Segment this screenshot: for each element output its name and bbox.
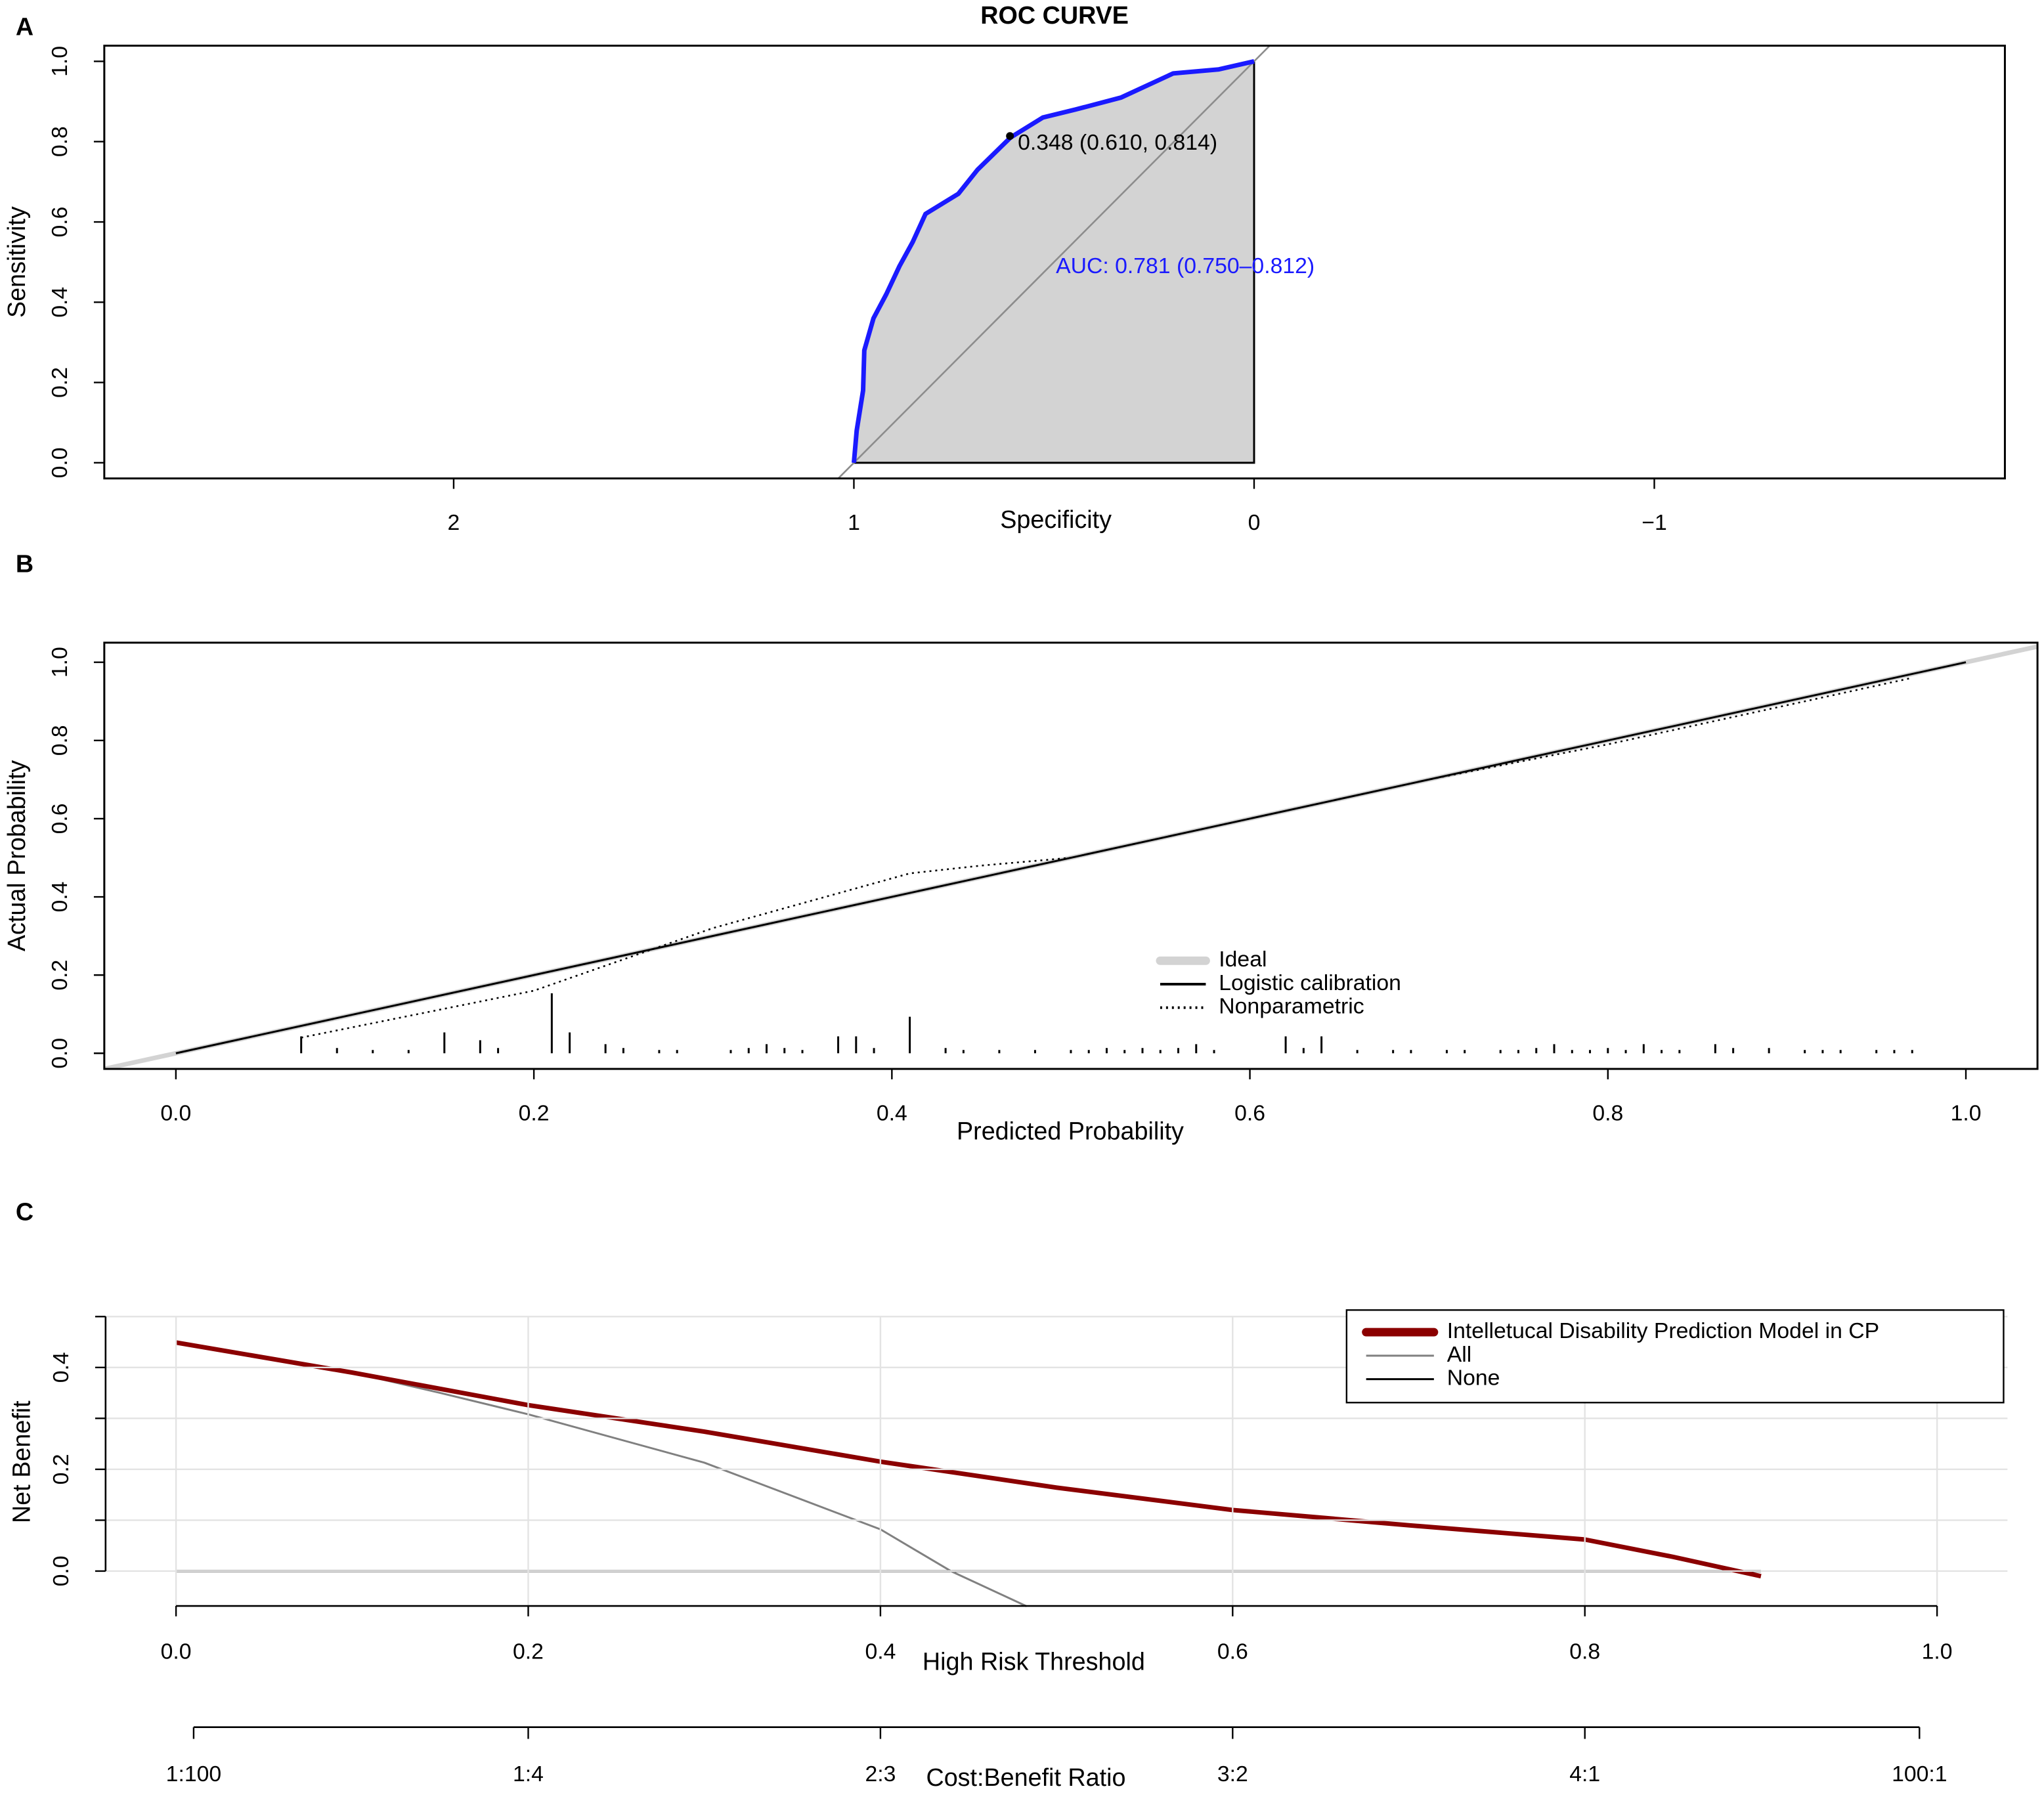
- legend-box: [1345, 1309, 2005, 1404]
- x-tick-label: 0.4: [865, 1639, 896, 1664]
- y-tick-label: 0.8: [47, 725, 72, 756]
- legend-label: None: [1447, 1366, 1500, 1391]
- y-tick-label: 0.8: [47, 126, 72, 157]
- y-tick-label: 1.0: [47, 46, 72, 77]
- legend-label: Nonparametric: [1219, 994, 1364, 1019]
- plot-frame: [103, 45, 2006, 480]
- x-tick-label: 0.4: [877, 1100, 907, 1125]
- plot-area: [104, 644, 2038, 1070]
- panel-label: B: [16, 550, 33, 578]
- x-tick-label: −1: [1642, 510, 1666, 535]
- x2-tick-label: 2:3: [865, 1762, 896, 1786]
- diagonal: [837, 45, 1271, 479]
- cutoff-point: [1006, 132, 1014, 141]
- x-axis-label: Specificity: [1000, 506, 1112, 533]
- y-axis-label: Net Benefit: [8, 1400, 35, 1523]
- y-axis-label: Sensitivity: [3, 206, 30, 318]
- x-tick-label: 1.0: [1951, 1100, 1982, 1125]
- chart-title: ROC CURVE: [980, 1, 1129, 29]
- x-axis-label: Predicted Probability: [957, 1117, 1184, 1144]
- data-line: [175, 1340, 1762, 1579]
- x-tick-label: 1: [848, 510, 860, 535]
- x2-axis-label: Cost:Benefit Ratio: [926, 1763, 1125, 1791]
- x-tick-label: 0.0: [160, 1100, 191, 1125]
- legend-label: Logistic calibration: [1219, 970, 1401, 995]
- x-tick-label: 0.6: [1234, 1100, 1265, 1125]
- y-tick-label: 0.2: [49, 1454, 74, 1484]
- plot-frame: [103, 641, 2039, 1070]
- legend-label: Ideal: [1219, 947, 1267, 972]
- panel-label: A: [16, 13, 33, 41]
- data-line: [851, 59, 1255, 464]
- y-axis-label: Actual Probability: [3, 760, 30, 952]
- data-line: [175, 1341, 1028, 1607]
- y-tick-label: 1.0: [47, 647, 72, 678]
- y-tick-label: 0.0: [47, 447, 72, 478]
- y-tick-label: 0.4: [47, 882, 72, 913]
- y-tick-label: 0.2: [47, 367, 72, 398]
- x2-tick-label: 3:2: [1217, 1762, 1248, 1786]
- y-tick-label: 0.0: [47, 1038, 72, 1069]
- x2-tick-label: 1:100: [166, 1762, 221, 1786]
- x-tick-label: 0.8: [1569, 1639, 1600, 1664]
- x2-tick-label: 100:1: [1892, 1762, 1947, 1786]
- panel-label: C: [16, 1198, 33, 1225]
- cutoff-label: 0.348 (0.610, 0.814): [1018, 130, 1217, 155]
- y-tick-label: 0.6: [47, 207, 72, 238]
- y-tick-label: 0.0: [49, 1556, 74, 1587]
- legend-label: All: [1447, 1342, 1472, 1367]
- x-tick-label: 0.0: [161, 1639, 192, 1664]
- x-axis-label: High Risk Threshold: [923, 1647, 1145, 1675]
- y-tick-label: 0.6: [47, 803, 72, 834]
- data-line: [301, 677, 1913, 1039]
- x-tick-label: 0.8: [1592, 1100, 1623, 1125]
- x-tick-label: 1.0: [1922, 1639, 1953, 1664]
- y-tick-label: 0.4: [47, 287, 72, 318]
- plot-area: [837, 45, 1271, 479]
- auc-label: AUC: 0.781 (0.750–0.812): [1056, 253, 1315, 278]
- x2-tick-label: 4:1: [1569, 1762, 1600, 1786]
- legend-label: Intelletucal Disability Prediction Model…: [1447, 1318, 1879, 1343]
- x-tick-label: 0.2: [519, 1100, 550, 1125]
- x-tick-label: 2: [448, 510, 460, 535]
- x-tick-label: 0.6: [1217, 1639, 1248, 1664]
- y-tick-label: 0.4: [49, 1352, 74, 1383]
- x-tick-label: 0.2: [513, 1639, 544, 1664]
- x-tick-label: 0: [1248, 510, 1261, 535]
- x2-tick-label: 1:4: [513, 1762, 544, 1786]
- y-tick-label: 0.2: [47, 960, 72, 991]
